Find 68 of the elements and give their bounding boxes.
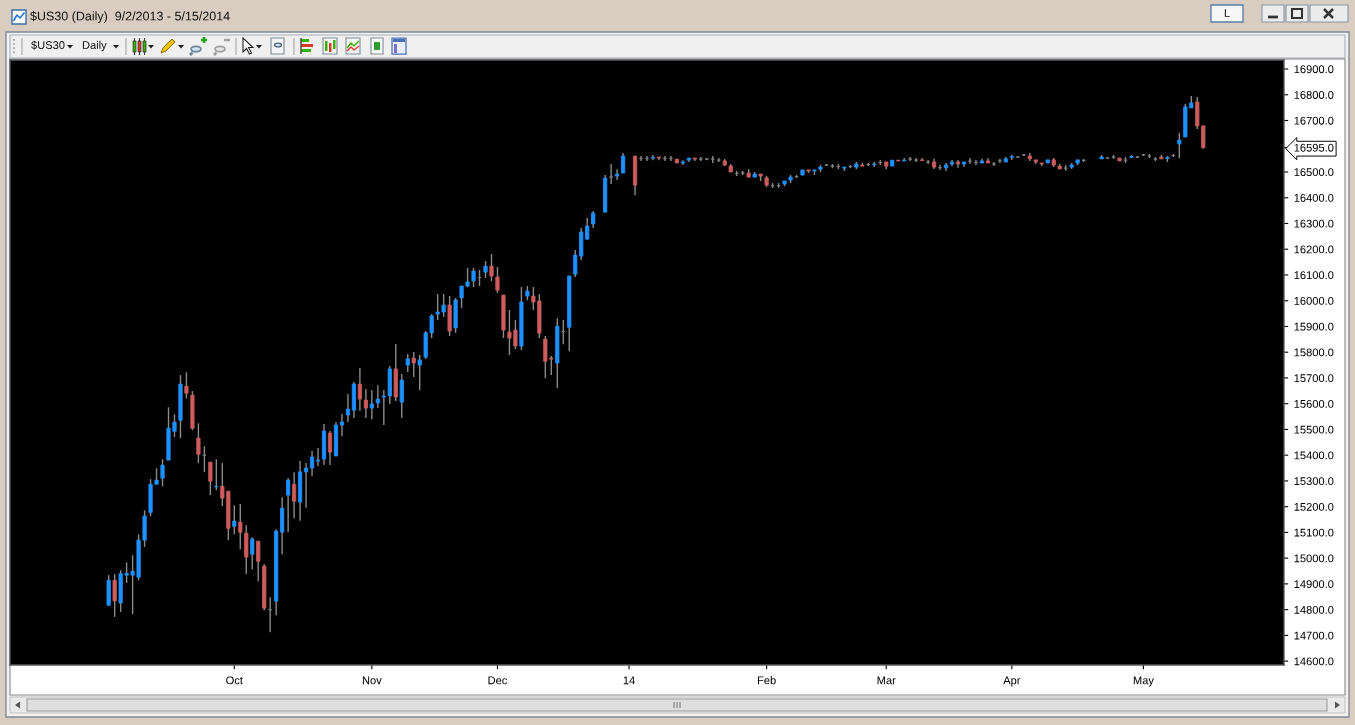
candlestick: [357, 367, 362, 412]
y-tick-label: 15800.0: [1294, 348, 1334, 357]
x-tick-label: Apr: [1003, 676, 1021, 687]
candlestick: [363, 388, 368, 419]
y-tick-label: 14600.0: [1294, 657, 1334, 666]
chart-title: $US30 (Daily) 9/2/2013 - 5/15/2014: [30, 11, 230, 23]
x-tick-label: Oct: [226, 676, 243, 685]
candlestick: [208, 461, 213, 496]
y-tick-label: 15200.0: [1294, 502, 1334, 511]
candlestick: [256, 540, 261, 583]
x-tick-label: 14: [623, 676, 635, 685]
candlestick: [214, 458, 219, 491]
y-tick-label: 15400.0: [1294, 451, 1334, 460]
candlestick: [609, 163, 614, 185]
x-tick-label: Feb: [757, 676, 776, 685]
y-tick-label: 15700.0: [1294, 374, 1334, 383]
y-tick-label: 15900.0: [1294, 322, 1334, 331]
candlestick: [112, 573, 117, 618]
candlestick: [315, 447, 321, 467]
y-tick-label: 16900.0: [1294, 65, 1334, 74]
candlestick: [339, 413, 345, 437]
candlestick: [309, 450, 315, 477]
y-tick-label: 15600.0: [1294, 399, 1334, 408]
candlestick: [1177, 132, 1182, 159]
candlestick: [160, 458, 165, 488]
candlestick: [196, 422, 201, 464]
y-tick-label: 16700.0: [1294, 116, 1334, 125]
y-tick-label: 16200.0: [1294, 245, 1334, 254]
y-tick-label: 14800.0: [1294, 605, 1334, 614]
candlestick: [303, 462, 309, 509]
y-tick-label: 16400.0: [1294, 194, 1334, 202]
x-tick-label: Mar: [877, 676, 896, 685]
candlestick: [232, 504, 237, 535]
candlestick: [244, 524, 249, 575]
text: L: [1224, 9, 1230, 17]
candlestick: [345, 393, 351, 423]
candlestick: [369, 389, 374, 420]
candlestick: [184, 371, 189, 399]
y-tick-label: 16595.0: [1294, 143, 1334, 152]
y-tick-label: 16100.0: [1294, 271, 1334, 280]
y-tick-label: 14900.0: [1294, 580, 1334, 589]
candlestick: [405, 353, 410, 373]
y-tick-label: 16300.0: [1294, 219, 1334, 228]
candlestick: [615, 168, 620, 181]
candlestick: [292, 471, 297, 519]
y-tick-label: 15000.0: [1294, 554, 1334, 563]
candlestick: [250, 536, 255, 570]
y-tick-label: 16800.0: [1294, 91, 1334, 99]
x-tick-label: May: [1133, 676, 1154, 687]
x-tick-label: Nov: [362, 676, 382, 685]
candlestick: [238, 503, 243, 550]
y-tick-label: 16000.0: [1294, 296, 1334, 305]
candlestick: [327, 430, 333, 466]
x-tick-label: Dec: [488, 676, 508, 685]
candlestick: [375, 384, 380, 409]
candlestick: [399, 373, 404, 419]
candlestick: [280, 496, 285, 555]
y-tick-label: 14700.0: [1294, 631, 1334, 640]
y-tick-label: 16500.0: [1294, 168, 1334, 177]
text: $US30: [31, 40, 65, 50]
candlestick: [286, 477, 291, 533]
candlestick: [411, 351, 416, 378]
candlestick: [417, 354, 422, 391]
candlestick: [620, 152, 626, 174]
text: Daily: [82, 40, 107, 52]
y-tick-label: 15100.0: [1294, 528, 1334, 537]
y-tick-label: 15500.0: [1294, 425, 1334, 434]
y-tick-label: 15300.0: [1294, 477, 1334, 486]
